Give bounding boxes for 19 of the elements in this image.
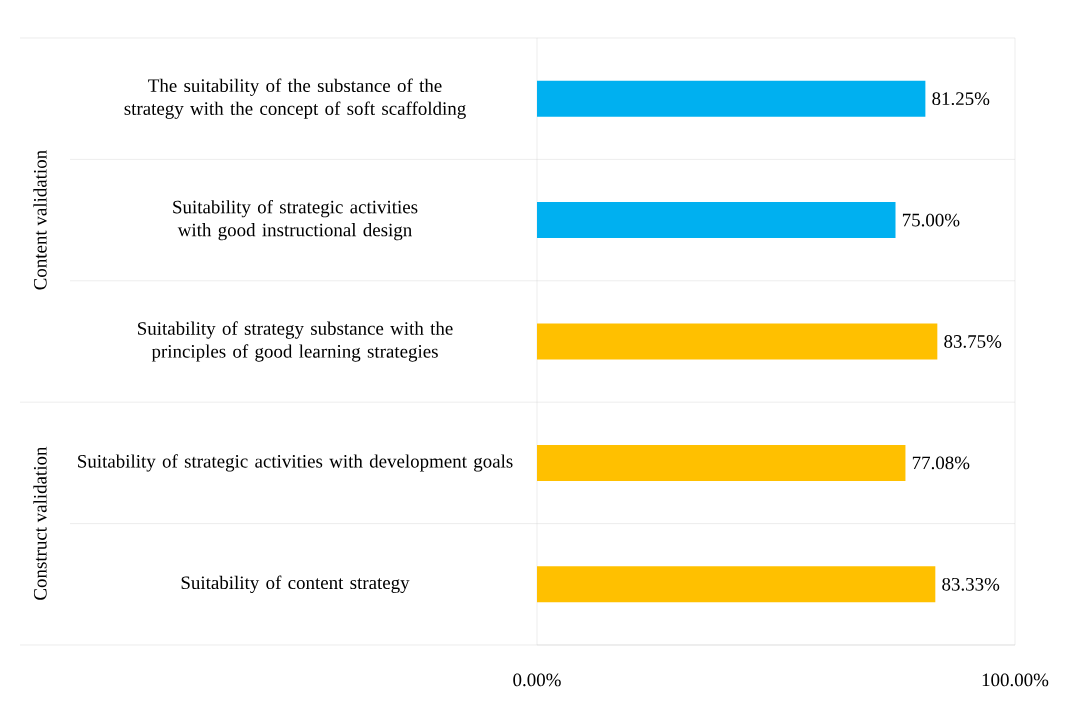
- text: Content validation: [33, 150, 47, 290]
- y-tick-label: Suitability of strategic activities with development goals: [78, 454, 513, 472]
- y-tick-label: Suitability of strategy substance with the principles of good learning strategies: [138, 321, 453, 362]
- data-label: 77.08%: [912, 456, 970, 470]
- bar: [537, 444, 906, 481]
- data-label: 75.00%: [902, 213, 960, 227]
- y-tick-label: The suitability of the substance of the strategy with the concept of soft scaffolding: [124, 78, 466, 119]
- x-tick-label: 100.00%: [982, 673, 1049, 687]
- x-tick-label: 0.00%: [513, 673, 561, 687]
- bar: [537, 566, 936, 603]
- bar: [537, 202, 896, 239]
- data-label: 83.33%: [942, 577, 1000, 591]
- bar: [537, 323, 938, 360]
- text: Construct validation: [33, 446, 47, 600]
- data-label: 81.25%: [932, 92, 990, 106]
- y-tick-label: Suitability of content strategy: [181, 575, 410, 593]
- bar: [537, 80, 926, 117]
- y-tick-label: Suitability of strategic activities with good instructional design: [173, 199, 418, 241]
- data-label: 83.75%: [944, 335, 1002, 348]
